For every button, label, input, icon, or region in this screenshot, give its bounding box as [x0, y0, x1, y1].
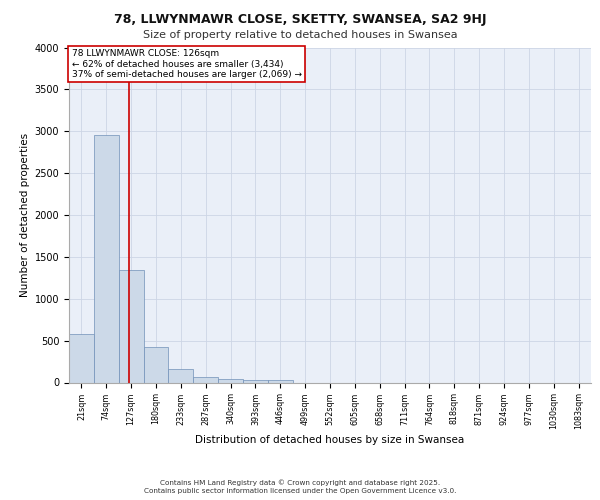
X-axis label: Distribution of detached houses by size in Swansea: Distribution of detached houses by size …: [196, 435, 464, 445]
Bar: [218, 379, 243, 382]
Bar: [268, 380, 293, 382]
Bar: [193, 376, 218, 382]
Bar: [94, 134, 119, 382]
Bar: [119, 270, 143, 382]
Text: Contains HM Land Registry data © Crown copyright and database right 2025.
Contai: Contains HM Land Registry data © Crown c…: [144, 480, 456, 494]
Bar: [243, 380, 268, 382]
Y-axis label: Number of detached properties: Number of detached properties: [20, 133, 31, 297]
Text: 78 LLWYNMAWR CLOSE: 126sqm
← 62% of detached houses are smaller (3,434)
37% of s: 78 LLWYNMAWR CLOSE: 126sqm ← 62% of deta…: [71, 49, 302, 79]
Bar: [143, 348, 169, 382]
Text: Size of property relative to detached houses in Swansea: Size of property relative to detached ho…: [143, 30, 457, 40]
Text: 78, LLWYNMAWR CLOSE, SKETTY, SWANSEA, SA2 9HJ: 78, LLWYNMAWR CLOSE, SKETTY, SWANSEA, SA…: [114, 12, 486, 26]
Bar: [169, 369, 193, 382]
Bar: [69, 334, 94, 382]
